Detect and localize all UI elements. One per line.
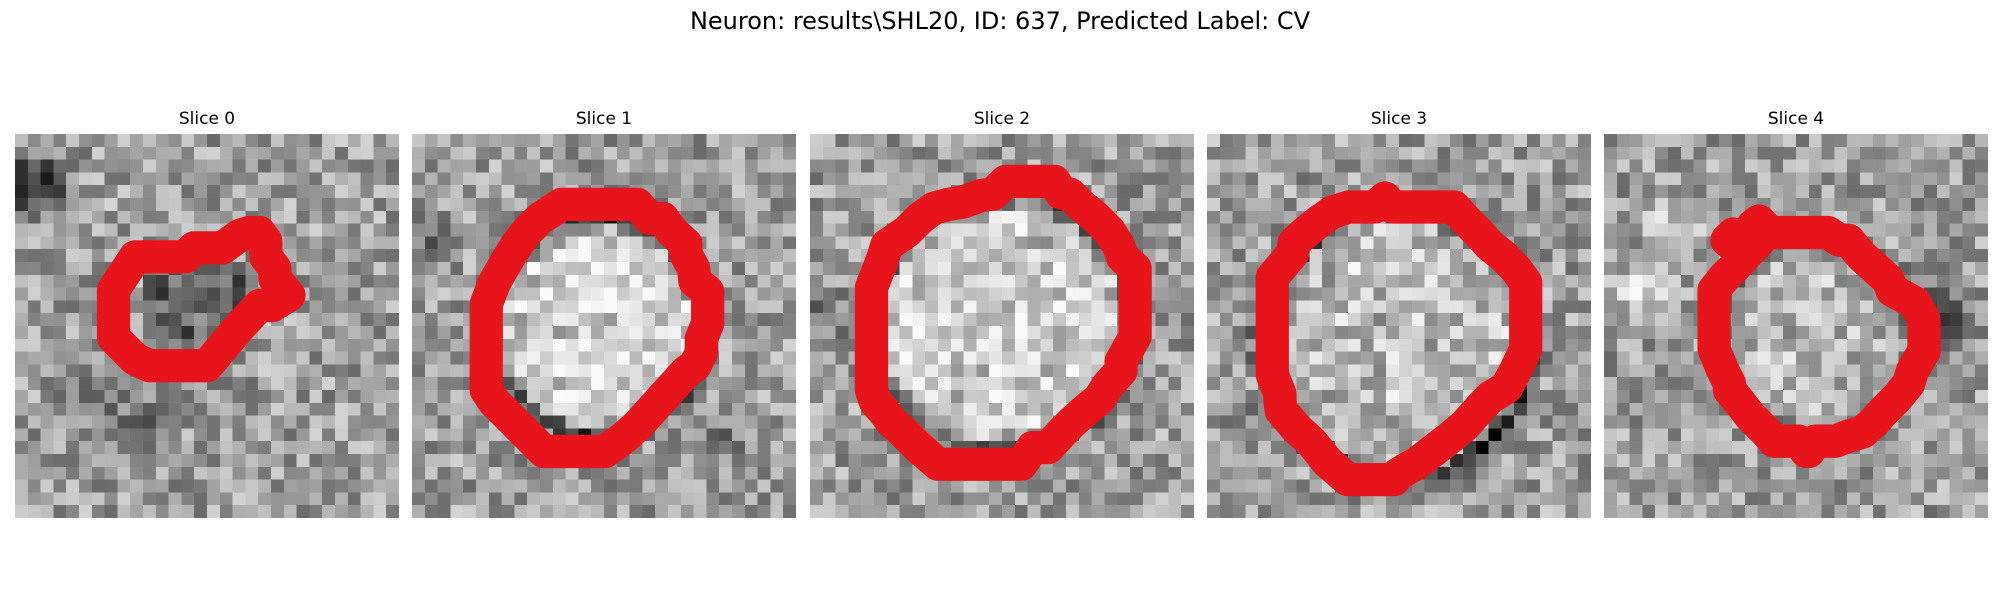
slice-panel-2: Slice 2 <box>810 108 1194 518</box>
contour-overlay <box>469 187 725 469</box>
slice-title: Slice 1 <box>575 109 633 129</box>
segmentation-contour <box>469 187 725 469</box>
slice-panel-1: Slice 1 <box>412 108 796 518</box>
slice-title: Slice 0 <box>178 109 236 129</box>
slice-image <box>15 134 399 518</box>
segmentation-contour <box>1697 215 1941 469</box>
segmentation-contour <box>854 164 1152 481</box>
slice-title: Slice 3 <box>1370 109 1428 129</box>
slice-title: Slice 4 <box>1767 109 1825 129</box>
contour-overlay <box>96 215 306 383</box>
segmentation-contour <box>1710 217 1756 262</box>
segmentation-contour <box>96 215 306 383</box>
contour-overlay <box>1255 181 1543 497</box>
slice-panel-4: Slice 4 <box>1604 108 1988 518</box>
slice-title: Slice 2 <box>973 109 1031 129</box>
segmentation-contour <box>1735 204 1781 248</box>
segmentation-contour <box>1255 181 1543 497</box>
figure-title: Neuron: results\SHL20, ID: 637, Predicte… <box>689 7 1311 35</box>
slice-panel-0: Slice 0 <box>15 108 399 518</box>
contour-overlay <box>1697 204 1941 469</box>
slice-panel-3: Slice 3 <box>1207 108 1591 518</box>
contour-overlay <box>854 164 1152 481</box>
